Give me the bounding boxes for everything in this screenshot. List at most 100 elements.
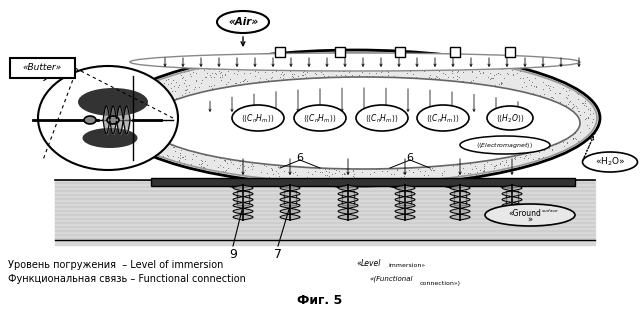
Point <box>482 160 492 165</box>
Point <box>381 115 391 120</box>
Point <box>267 156 277 161</box>
Point <box>359 129 369 134</box>
Point <box>231 112 241 118</box>
Point <box>364 90 374 96</box>
Point <box>330 84 340 90</box>
Point <box>291 176 301 182</box>
Point <box>379 114 389 119</box>
Point <box>473 82 483 88</box>
Point <box>540 92 550 97</box>
Point <box>540 112 550 118</box>
Point <box>239 163 249 169</box>
Point <box>169 83 179 89</box>
Point <box>394 62 404 68</box>
Point <box>342 74 352 80</box>
Point <box>252 101 262 106</box>
Point <box>234 64 244 69</box>
Point <box>420 164 430 170</box>
Point <box>529 118 540 123</box>
Point <box>346 85 356 91</box>
Point <box>444 102 454 107</box>
Point <box>337 59 347 65</box>
Point <box>401 175 411 180</box>
Point <box>376 61 387 67</box>
Point <box>335 165 345 170</box>
Point <box>237 147 248 152</box>
Point <box>248 55 258 61</box>
Point <box>487 85 497 90</box>
Point <box>420 87 431 93</box>
Point <box>319 161 330 167</box>
Point <box>527 133 538 138</box>
Point <box>300 72 310 77</box>
Point <box>478 136 488 142</box>
Point <box>294 129 304 134</box>
Point <box>340 150 350 155</box>
Point <box>250 73 260 79</box>
Point <box>325 123 335 128</box>
Point <box>207 142 218 148</box>
Point <box>217 72 227 77</box>
Point <box>185 130 195 135</box>
Point <box>370 125 380 131</box>
Point <box>232 108 242 114</box>
Point <box>358 112 369 117</box>
Point <box>225 107 235 112</box>
Point <box>380 148 390 153</box>
Point <box>403 120 413 126</box>
Point <box>435 69 445 74</box>
Point <box>379 90 389 95</box>
Point <box>120 133 130 139</box>
Point <box>285 138 296 144</box>
Point <box>486 106 497 111</box>
Point <box>512 114 522 119</box>
Point <box>401 78 411 84</box>
Point <box>417 176 428 181</box>
Point <box>556 105 566 111</box>
Point <box>502 163 513 168</box>
Point <box>579 109 589 115</box>
Point <box>323 145 333 150</box>
Ellipse shape <box>294 105 346 131</box>
Point <box>165 74 175 79</box>
Point <box>476 61 486 66</box>
Point <box>328 59 339 64</box>
Point <box>332 86 342 92</box>
Point <box>378 81 388 86</box>
Point <box>316 69 326 74</box>
Point <box>505 136 515 141</box>
Point <box>474 123 484 129</box>
Point <box>180 96 191 102</box>
Point <box>383 102 394 107</box>
Point <box>288 85 298 91</box>
Point <box>415 109 426 114</box>
Point <box>360 144 370 149</box>
Text: «H$_2$O»: «H$_2$O» <box>595 156 625 168</box>
Point <box>347 180 357 186</box>
Bar <box>275 47 285 57</box>
Point <box>184 89 194 94</box>
Point <box>259 63 269 68</box>
Point <box>472 89 483 94</box>
Point <box>282 125 292 130</box>
Point <box>479 167 489 173</box>
Point <box>199 88 209 93</box>
Point <box>266 165 276 171</box>
Point <box>511 107 522 112</box>
Point <box>482 148 492 153</box>
Point <box>518 123 528 129</box>
Point <box>318 71 328 77</box>
Point <box>230 97 240 102</box>
Point <box>365 129 376 135</box>
Point <box>178 116 188 121</box>
Point <box>268 56 278 61</box>
Point <box>324 119 335 124</box>
Point <box>529 159 540 165</box>
Point <box>547 84 557 90</box>
Point <box>239 92 250 98</box>
Point <box>234 144 244 149</box>
Point <box>164 134 174 140</box>
Point <box>584 126 595 131</box>
Point <box>322 93 332 98</box>
Point <box>289 116 299 121</box>
